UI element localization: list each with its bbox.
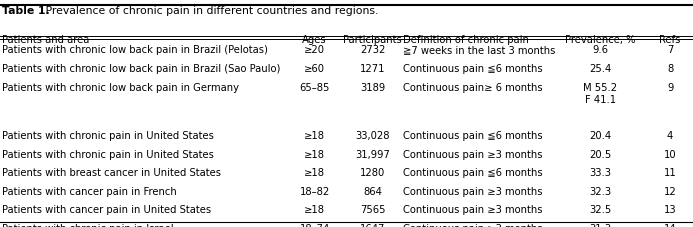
Text: Participants: Participants — [344, 35, 402, 44]
Text: Patients with chronic pain in United States: Patients with chronic pain in United Sta… — [2, 150, 214, 160]
Text: Continuous pain ≦6 months: Continuous pain ≦6 months — [403, 168, 543, 178]
Text: Continuous pain ≥3 months: Continuous pain ≥3 months — [403, 187, 543, 197]
Text: 1271: 1271 — [360, 64, 385, 74]
Text: Refs: Refs — [660, 35, 681, 44]
Text: 33.3: 33.3 — [589, 168, 611, 178]
Text: ≥18: ≥18 — [304, 205, 325, 215]
Text: 65–85: 65–85 — [299, 83, 330, 93]
Text: 14: 14 — [664, 224, 676, 227]
Text: Patients with chronic low back pain in Brazil (Sao Paulo): Patients with chronic low back pain in B… — [2, 64, 281, 74]
Text: Continuous pain ≦6 months: Continuous pain ≦6 months — [403, 64, 543, 74]
Text: 31.3: 31.3 — [589, 224, 611, 227]
Text: 18–74: 18–74 — [299, 224, 330, 227]
Text: 4: 4 — [667, 131, 674, 141]
Text: ≧7 weeks in the last 3 months: ≧7 weeks in the last 3 months — [403, 45, 556, 55]
Text: Continuous pain ≦6 months: Continuous pain ≦6 months — [403, 131, 543, 141]
Text: ≥20: ≥20 — [304, 45, 325, 55]
Text: Patients with cancer pain in French: Patients with cancer pain in French — [2, 187, 177, 197]
Text: Table 1.: Table 1. — [2, 6, 50, 16]
Text: 31,997: 31,997 — [356, 150, 390, 160]
Text: 9: 9 — [667, 83, 674, 93]
Text: 32.5: 32.5 — [589, 205, 611, 215]
Text: Continuous pain ≥3 months: Continuous pain ≥3 months — [403, 224, 543, 227]
Text: Continuous pain ≥3 months: Continuous pain ≥3 months — [403, 205, 543, 215]
Text: ≥60: ≥60 — [304, 64, 325, 74]
Text: 8: 8 — [667, 64, 674, 74]
Text: ≥18: ≥18 — [304, 150, 325, 160]
Text: 11: 11 — [664, 168, 676, 178]
Text: Definition of chronic pain: Definition of chronic pain — [403, 35, 529, 44]
Text: Patients with chronic pain in Israel: Patients with chronic pain in Israel — [2, 224, 174, 227]
Text: Continuous pain≥ 6 months: Continuous pain≥ 6 months — [403, 83, 543, 93]
Text: 13: 13 — [664, 205, 676, 215]
Text: 2732: 2732 — [360, 45, 385, 55]
Text: Patients with chronic pain in United States: Patients with chronic pain in United Sta… — [2, 131, 214, 141]
Text: 20.4: 20.4 — [589, 131, 611, 141]
Text: Ages: Ages — [302, 35, 327, 44]
Text: 3189: 3189 — [360, 83, 385, 93]
Text: 9.6: 9.6 — [592, 45, 608, 55]
Text: 864: 864 — [363, 187, 383, 197]
Text: Patients and area: Patients and area — [2, 35, 89, 44]
Text: Patients with cancer pain in United States: Patients with cancer pain in United Stat… — [2, 205, 211, 215]
Text: 32.3: 32.3 — [589, 187, 611, 197]
Text: 7: 7 — [667, 45, 674, 55]
Text: 1280: 1280 — [360, 168, 385, 178]
Text: Patients with chronic low back pain in Brazil (Pelotas): Patients with chronic low back pain in B… — [2, 45, 268, 55]
Text: 25.4: 25.4 — [589, 64, 611, 74]
Text: Patients with breast cancer in United States: Patients with breast cancer in United St… — [2, 168, 221, 178]
Text: Prevalence of chronic pain in different countries and regions.: Prevalence of chronic pain in different … — [42, 6, 378, 16]
Text: 12: 12 — [664, 187, 676, 197]
Text: Continuous pain ≥3 months: Continuous pain ≥3 months — [403, 150, 543, 160]
Text: 33,028: 33,028 — [356, 131, 390, 141]
Text: Patients with chronic low back pain in Germany: Patients with chronic low back pain in G… — [2, 83, 239, 93]
Text: 20.5: 20.5 — [589, 150, 611, 160]
Text: 18–82: 18–82 — [299, 187, 330, 197]
Text: M 55.2
F 41.1: M 55.2 F 41.1 — [583, 83, 617, 105]
Text: 7565: 7565 — [360, 205, 385, 215]
Text: Prevalence, %: Prevalence, % — [565, 35, 635, 44]
Text: 10: 10 — [664, 150, 676, 160]
Text: 1647: 1647 — [360, 224, 385, 227]
Text: ≥18: ≥18 — [304, 131, 325, 141]
Text: ≥18: ≥18 — [304, 168, 325, 178]
